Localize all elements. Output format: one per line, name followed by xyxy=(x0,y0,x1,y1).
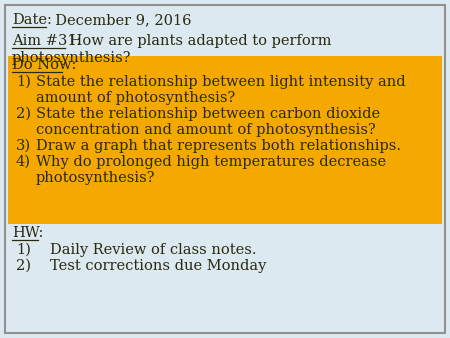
Text: 1): 1) xyxy=(16,75,31,89)
Text: 1): 1) xyxy=(16,243,31,257)
Text: photosynthesis?: photosynthesis? xyxy=(12,51,131,65)
Text: photosynthesis?: photosynthesis? xyxy=(36,171,156,185)
Text: 2): 2) xyxy=(16,259,31,273)
Text: How are plants adapted to perform: How are plants adapted to perform xyxy=(65,34,332,48)
Text: 2): 2) xyxy=(16,107,31,121)
Text: 4): 4) xyxy=(16,155,31,169)
Text: amount of photosynthesis?: amount of photosynthesis? xyxy=(36,91,235,105)
Text: State the relationship between carbon dioxide: State the relationship between carbon di… xyxy=(36,107,380,121)
Text: Test corrections due Monday: Test corrections due Monday xyxy=(50,259,266,273)
Text: concentration and amount of photosynthesis?: concentration and amount of photosynthes… xyxy=(36,123,376,137)
Text: Daily Review of class notes.: Daily Review of class notes. xyxy=(50,243,256,257)
FancyBboxPatch shape xyxy=(8,56,442,224)
Text: Aim #31:: Aim #31: xyxy=(12,34,81,48)
Text: 3): 3) xyxy=(16,139,31,153)
Text: Why do prolonged high temperatures decrease: Why do prolonged high temperatures decre… xyxy=(36,155,386,169)
FancyBboxPatch shape xyxy=(5,5,445,333)
Text: State the relationship between light intensity and: State the relationship between light int… xyxy=(36,75,405,89)
Text: Draw a graph that represents both relationships.: Draw a graph that represents both relati… xyxy=(36,139,401,153)
Text: HW:: HW: xyxy=(12,226,43,240)
Text: Do Now:: Do Now: xyxy=(12,58,77,72)
Text: Date:: Date: xyxy=(12,13,52,27)
Text: December 9, 2016: December 9, 2016 xyxy=(46,13,192,27)
